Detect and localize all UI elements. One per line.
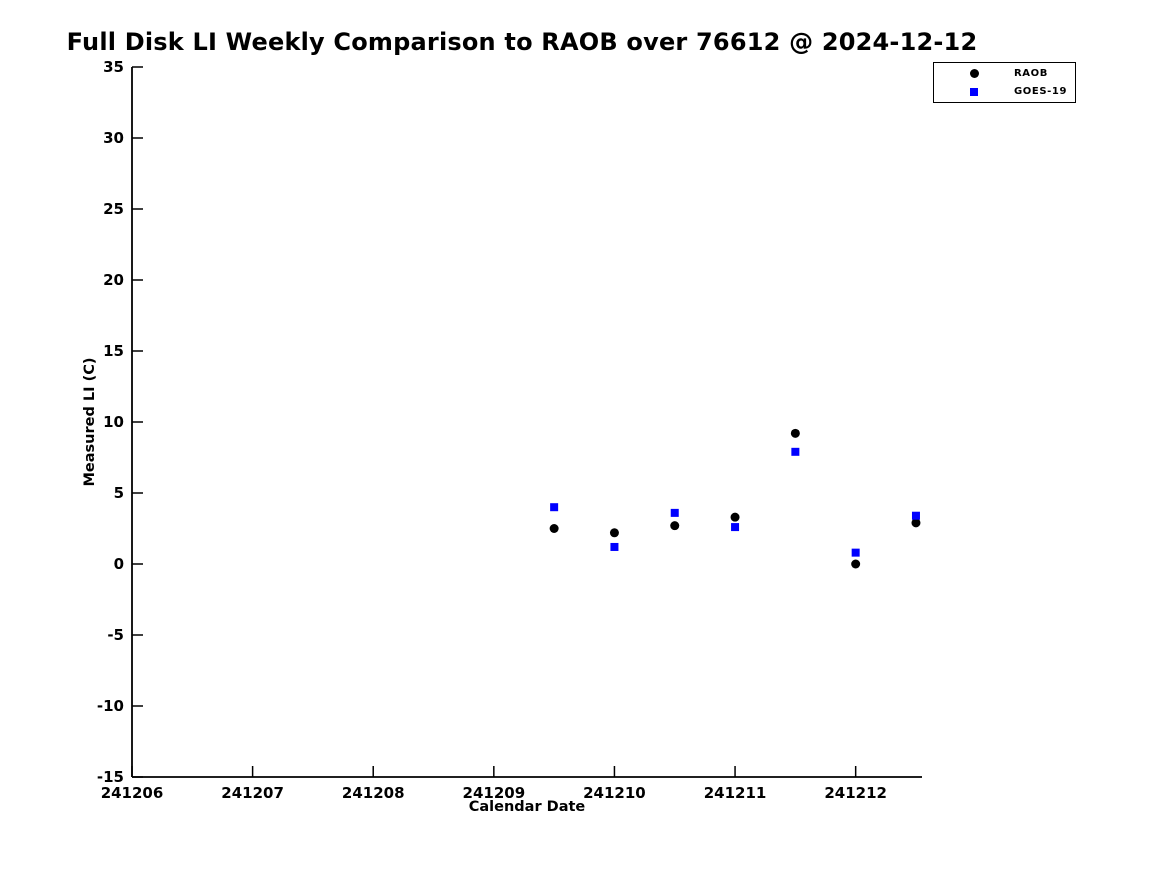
data-point-raob [609, 528, 619, 538]
x-tick-label: 241212 [824, 784, 887, 802]
raob-circle-marker-icon [969, 69, 979, 78]
chart-title: Full Disk LI Weekly Comparison to RAOB o… [66, 28, 978, 56]
y-tick-label: -15 [97, 768, 124, 786]
y-tick-label: 30 [103, 129, 124, 147]
data-point-goes-19 [791, 447, 800, 456]
data-point-raob [549, 524, 559, 533]
data-point-goes-19 [610, 542, 619, 551]
x-tick-label: 241206 [101, 784, 164, 802]
goes19-square-marker-icon [970, 87, 978, 96]
y-tick-label: 35 [103, 58, 124, 76]
data-point-raob [790, 428, 800, 438]
y-tick-label: 0 [114, 555, 124, 573]
legend-marker-cell [934, 69, 1014, 78]
x-axis-label: Calendar Date [468, 799, 586, 815]
x-tick-label: 241208 [342, 784, 405, 802]
y-tick-label: 25 [103, 200, 124, 218]
y-tick-label: -10 [97, 697, 124, 715]
legend-label-goes19: GOES-19 [1014, 86, 1068, 97]
data-point-goes-19 [731, 523, 740, 532]
legend-item-goes19: GOES-19 [934, 84, 1075, 99]
data-point-raob [851, 559, 861, 569]
legend-item-raob: RAOB [934, 66, 1075, 81]
y-tick-label: 20 [103, 271, 124, 289]
data-point-raob [670, 521, 680, 531]
data-point-goes-19 [851, 548, 860, 557]
y-tick-label: 15 [103, 342, 124, 360]
x-tick-label: 241211 [704, 784, 767, 802]
data-point-goes-19 [550, 503, 559, 512]
y-tick-label: -5 [107, 626, 124, 644]
x-tick-label: 241207 [221, 784, 284, 802]
x-tick-label: 241209 [463, 784, 526, 802]
data-point-goes-19 [670, 508, 679, 517]
data-point-raob [730, 512, 740, 522]
y-tick-label: 5 [114, 484, 124, 502]
x-tick-label: 241210 [583, 784, 646, 802]
legend: RAOB GOES-19 [933, 62, 1076, 103]
legend-marker-cell [934, 87, 1014, 96]
data-point-raob [911, 518, 921, 528]
data-point-goes-19 [911, 511, 920, 520]
legend-label-raob: RAOB [1014, 68, 1048, 79]
y-tick-label: 10 [103, 413, 124, 431]
